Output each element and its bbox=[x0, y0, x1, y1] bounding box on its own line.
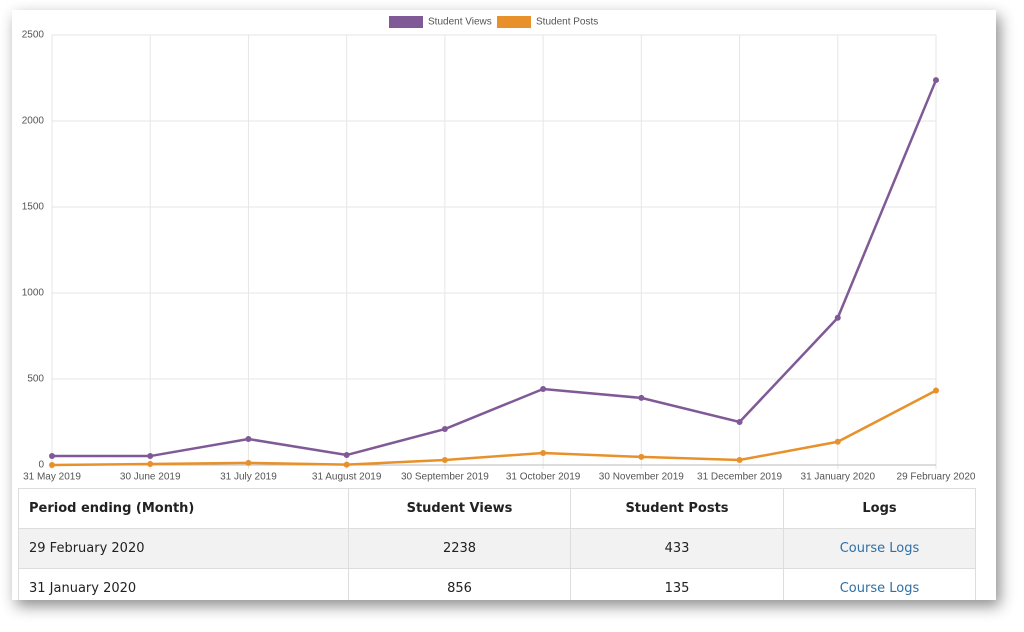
table-body: 29 February 2020 2238 433 Course Logs 31 Jan… bbox=[18, 528, 976, 600]
y-tick-label: 500 bbox=[27, 374, 44, 385]
table-cell: Course Logs bbox=[783, 568, 976, 600]
data-point bbox=[540, 385, 547, 392]
data-point bbox=[736, 419, 743, 425]
data-table: Period ending (Month) Student Views Stud… bbox=[18, 488, 976, 600]
header-cell: Student Posts bbox=[570, 488, 784, 529]
y-tick-label: 1500 bbox=[22, 202, 45, 213]
x-tick-label: 29 February 2020 bbox=[897, 472, 976, 483]
data-point bbox=[441, 426, 448, 433]
chart: 0 500 1000 1500 2000 2500 31 May 2019 30 June 2… bbox=[22, 16, 976, 483]
legend-label: Student Posts bbox=[536, 17, 598, 28]
x-tick-label: 30 September 2019 bbox=[401, 472, 489, 483]
data-point bbox=[933, 77, 939, 84]
table-row: 31 January 2020 856 135 Course Logs bbox=[18, 568, 976, 600]
data-point bbox=[834, 438, 841, 445]
x-tick-label: 31 January 2020 bbox=[801, 472, 876, 483]
data-point bbox=[49, 462, 55, 468]
data-point bbox=[245, 436, 252, 443]
x-tick-label: 31 August 2019 bbox=[312, 472, 382, 483]
legend-swatch bbox=[389, 16, 423, 28]
series-line bbox=[51, 389, 937, 467]
data-point bbox=[147, 453, 154, 460]
y-tick-label: 0 bbox=[38, 460, 44, 471]
data-point bbox=[441, 457, 448, 464]
data-point bbox=[245, 459, 252, 466]
table-cell: 433 bbox=[570, 528, 784, 569]
table-row: 29 February 2020 2238 433 Course Logs bbox=[18, 528, 976, 569]
y-tick-label: 2000 bbox=[22, 116, 45, 127]
table-cell: 31 January 2020 bbox=[18, 568, 349, 600]
header-cell: Period ending (Month) bbox=[18, 488, 349, 529]
data-point bbox=[933, 387, 939, 394]
logs-link[interactable]: Course Logs bbox=[839, 581, 920, 596]
data-point bbox=[638, 394, 645, 401]
card: 0 500 1000 1500 2000 2500 31 May 2019 30 June 2… bbox=[12, 10, 996, 600]
table-cell: 2238 bbox=[348, 528, 571, 569]
header-cell: Logs bbox=[783, 488, 976, 529]
x-tick-label: 31 October 2019 bbox=[506, 472, 581, 483]
data-point bbox=[736, 457, 743, 464]
header-row: Period ending (Month) Student Views Stud… bbox=[18, 488, 976, 529]
x-tick-label: 30 November 2019 bbox=[599, 472, 684, 483]
data-point bbox=[540, 449, 547, 456]
header-cell: Student Views bbox=[348, 488, 571, 529]
y-tick-label: 1000 bbox=[22, 288, 45, 299]
x-tick-label: 31 December 2019 bbox=[697, 472, 782, 483]
data-point bbox=[834, 314, 841, 321]
x-tick-label: 31 May 2019 bbox=[23, 472, 81, 483]
data-point bbox=[638, 453, 645, 460]
table-cell: Course Logs bbox=[783, 528, 976, 569]
y-tick-label: 2500 bbox=[22, 30, 45, 41]
data-point bbox=[49, 453, 55, 460]
legend-label: Student Views bbox=[428, 17, 492, 28]
series-line bbox=[52, 79, 938, 458]
table-cell: 29 February 2020 bbox=[18, 528, 349, 569]
legend-swatch bbox=[497, 16, 531, 28]
logs-link[interactable]: Course Logs bbox=[839, 541, 920, 556]
table-cell: 135 bbox=[570, 568, 784, 600]
x-tick-label: 30 June 2019 bbox=[120, 472, 181, 483]
data-point bbox=[147, 460, 154, 467]
data-point bbox=[343, 461, 350, 468]
table-cell: 856 bbox=[348, 568, 571, 600]
data-point bbox=[343, 452, 350, 459]
x-tick-label: 31 July 2019 bbox=[220, 472, 277, 483]
